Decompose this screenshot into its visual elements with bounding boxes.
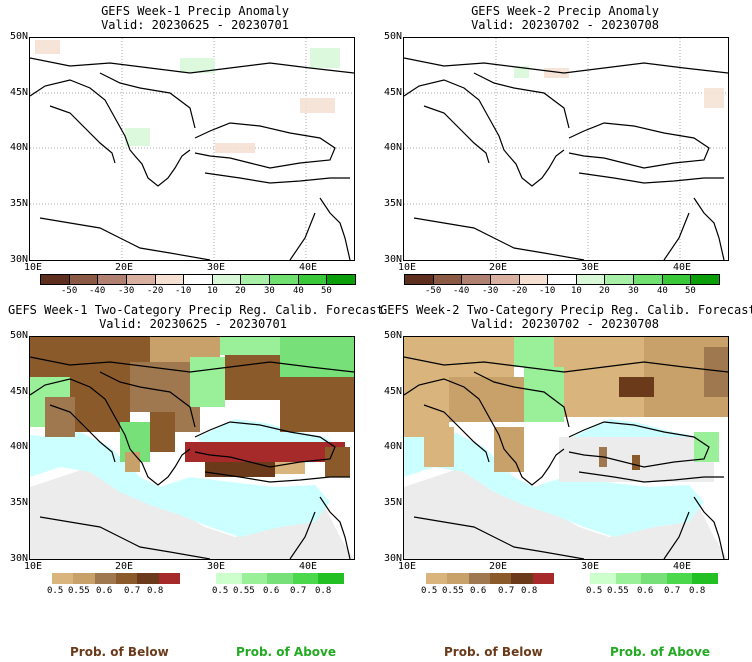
panel4-title: GEFS Week-2 Two-Category Precip Reg. Cal… [380,303,752,331]
panel2-title: GEFS Week-2 Precip Anomaly Valid: 202307… [471,4,659,32]
panel3-title: GEFS Week-1 Two-Category Precip Reg. Cal… [8,303,384,331]
panel3-map [29,336,355,560]
panel1-title: GEFS Week-1 Precip Anomaly Valid: 202306… [101,4,289,32]
panel2-anomaly-colorbar [404,274,720,285]
panel4-above-colorbar [590,573,718,584]
panel4-map [403,336,729,560]
panel2-map [403,37,729,261]
footer-prob-above-left: Prob. of Above [236,645,337,659]
footer-prob-above-right: Prob. of Above [610,645,711,659]
panel1-anomaly-colorbar [40,274,356,285]
panel1-map [29,37,355,261]
footer-prob-below-right: Prob. of Below [444,645,543,659]
footer-prob-below-left: Prob. of Below [70,645,169,659]
panel4-below-colorbar [426,573,554,584]
panel3-above-colorbar [216,573,344,584]
panel3-below-colorbar [52,573,180,584]
